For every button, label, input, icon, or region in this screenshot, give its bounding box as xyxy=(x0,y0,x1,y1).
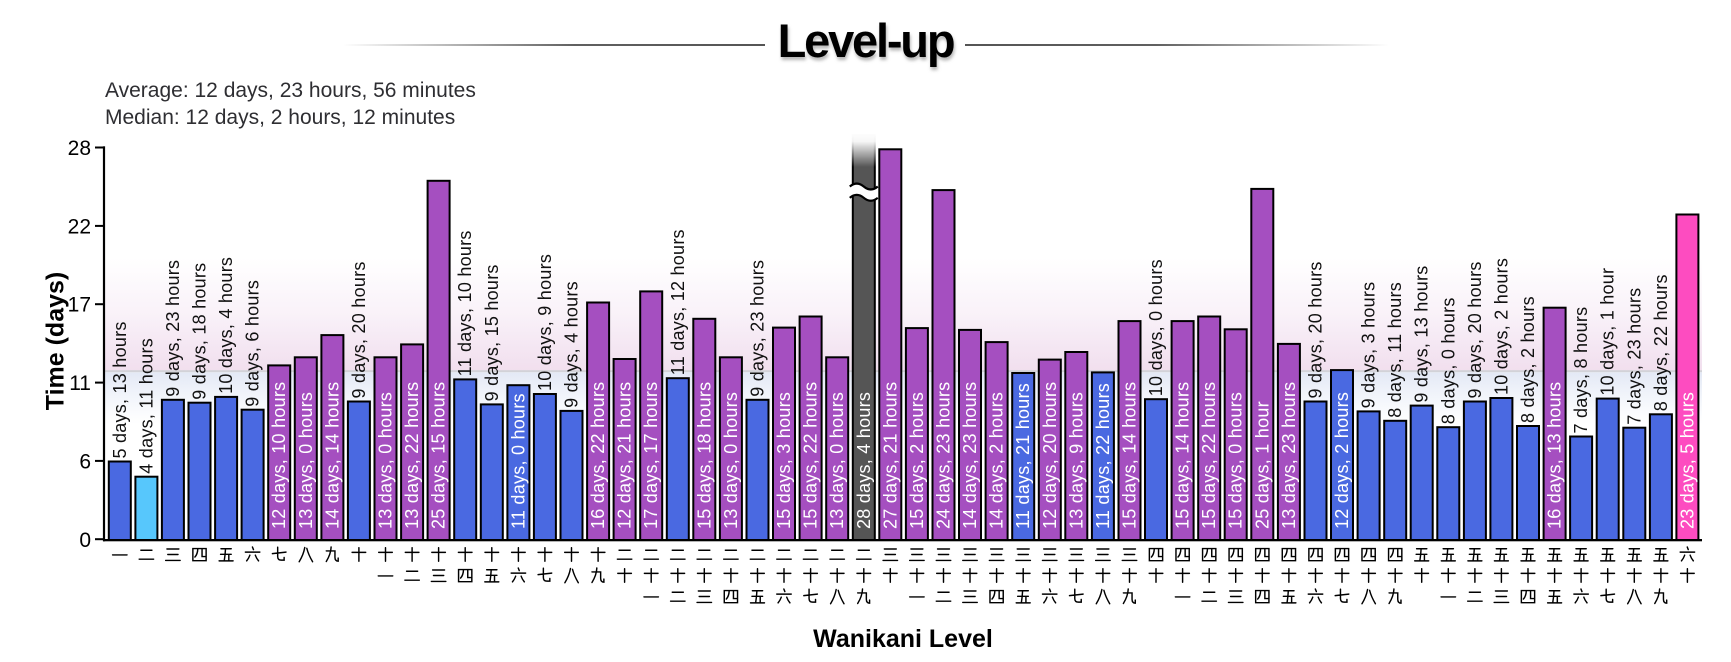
svg-text:12 days, 2 hours: 12 days, 2 hours xyxy=(1332,392,1352,529)
svg-text:12 days, 10 hours: 12 days, 10 hours xyxy=(269,382,289,529)
svg-text:15 days, 0 hours: 15 days, 0 hours xyxy=(1226,392,1246,529)
svg-text:13 days, 0 hours: 13 days, 0 hours xyxy=(296,392,316,529)
svg-text:13 days, 0 hours: 13 days, 0 hours xyxy=(376,392,396,529)
svg-text:9 days, 4 hours: 9 days, 4 hours xyxy=(562,281,582,408)
svg-text:9 days, 3 hours: 9 days, 3 hours xyxy=(1359,282,1379,409)
svg-text:9 days, 23 hours: 9 days, 23 hours xyxy=(748,260,768,397)
svg-text:11 days, 21 hours: 11 days, 21 hours xyxy=(1013,383,1033,529)
svg-text:11 days, 10 hours: 11 days, 10 hours xyxy=(455,230,475,376)
svg-text:12 days, 21 hours: 12 days, 21 hours xyxy=(615,382,635,529)
svg-text:28: 28 xyxy=(68,137,91,160)
svg-text:17: 17 xyxy=(68,294,91,317)
svg-text:13 days, 0 hours: 13 days, 0 hours xyxy=(721,392,741,529)
svg-text:9 days, 13 hours: 9 days, 13 hours xyxy=(1412,266,1432,403)
svg-text:10 days, 9 hours: 10 days, 9 hours xyxy=(535,254,555,391)
svg-text:9 days, 20 hours: 9 days, 20 hours xyxy=(349,261,369,398)
svg-text:10 days, 0 hours: 10 days, 0 hours xyxy=(1146,259,1166,396)
svg-text:15 days, 3 hours: 15 days, 3 hours xyxy=(774,392,794,529)
svg-text:16 days, 13 hours: 16 days, 13 hours xyxy=(1545,382,1565,529)
svg-text:16 days, 22 hours: 16 days, 22 hours xyxy=(588,382,608,529)
svg-text:8 days, 2 hours: 8 days, 2 hours xyxy=(1518,296,1538,423)
svg-text:Wanikani Level: Wanikani Level xyxy=(813,625,993,653)
svg-text:11: 11 xyxy=(69,372,91,395)
svg-text:25 days, 15 hours: 25 days, 15 hours xyxy=(429,382,449,529)
svg-text:15 days, 22 hours: 15 days, 22 hours xyxy=(801,382,821,529)
svg-text:8 days, 11 hours: 8 days, 11 hours xyxy=(1385,282,1405,418)
svg-text:15 days, 22 hours: 15 days, 22 hours xyxy=(1199,382,1219,529)
svg-text:14 days, 2 hours: 14 days, 2 hours xyxy=(987,392,1007,529)
svg-text:12 days, 20 hours: 12 days, 20 hours xyxy=(1040,382,1060,529)
svg-text:27 days, 21 hours: 27 days, 21 hours xyxy=(880,382,900,529)
svg-text:13 days, 9 hours: 13 days, 9 hours xyxy=(1066,392,1086,529)
svg-text:15 days, 14 hours: 15 days, 14 hours xyxy=(1173,382,1193,529)
svg-text:11 days, 22 hours: 11 days, 22 hours xyxy=(1093,383,1113,529)
svg-text:9 days, 20 hours: 9 days, 20 hours xyxy=(1306,261,1326,398)
svg-text:7 days, 23 hours: 7 days, 23 hours xyxy=(1624,288,1644,425)
svg-text:15 days, 14 hours: 15 days, 14 hours xyxy=(1120,382,1140,529)
svg-text:9 days, 18 hours: 9 days, 18 hours xyxy=(190,263,210,400)
svg-text:13 days, 0 hours: 13 days, 0 hours xyxy=(827,392,847,529)
svg-text:10 days, 2 hours: 10 days, 2 hours xyxy=(1491,258,1511,395)
svg-text:9 days, 15 hours: 9 days, 15 hours xyxy=(482,264,502,401)
svg-text:9 days, 20 hours: 9 days, 20 hours xyxy=(1465,261,1485,398)
svg-text:4 days, 11 hours: 4 days, 11 hours xyxy=(136,338,156,474)
svg-text:7 days, 8 hours: 7 days, 8 hours xyxy=(1571,307,1591,434)
svg-text:15 days, 18 hours: 15 days, 18 hours xyxy=(694,382,714,529)
svg-text:9 days, 6 hours: 9 days, 6 hours xyxy=(243,280,263,407)
svg-text:13 days, 23 hours: 13 days, 23 hours xyxy=(1279,382,1299,529)
svg-text:0: 0 xyxy=(79,529,91,552)
svg-text:10 days, 4 hours: 10 days, 4 hours xyxy=(216,257,236,394)
svg-text:5 days, 13 hours: 5 days, 13 hours xyxy=(110,321,130,458)
svg-text:14 days, 14 hours: 14 days, 14 hours xyxy=(322,382,342,529)
svg-text:6: 6 xyxy=(79,450,91,473)
svg-text:13 days, 22 hours: 13 days, 22 hours xyxy=(402,382,422,529)
svg-text:15 days, 2 hours: 15 days, 2 hours xyxy=(907,392,927,529)
svg-text:11 days, 0 hours: 11 days, 0 hours xyxy=(508,393,528,529)
svg-text:14 days, 23 hours: 14 days, 23 hours xyxy=(960,382,980,529)
svg-text:8 days, 0 hours: 8 days, 0 hours xyxy=(1438,297,1458,424)
svg-text:Time (days): Time (days) xyxy=(42,272,70,410)
svg-text:28 days, 4 hours: 28 days, 4 hours xyxy=(854,392,874,529)
svg-text:24 days, 23 hours: 24 days, 23 hours xyxy=(934,382,954,529)
svg-text:8 days, 22 hours: 8 days, 22 hours xyxy=(1651,274,1671,411)
svg-text:9 days, 23 hours: 9 days, 23 hours xyxy=(163,260,183,397)
svg-text:25 days, 1 hour: 25 days, 1 hour xyxy=(1252,401,1272,529)
svg-text:10 days, 1 hour: 10 days, 1 hour xyxy=(1598,268,1618,396)
svg-text:11 days, 12 hours: 11 days, 12 hours xyxy=(668,229,688,375)
svg-text:22: 22 xyxy=(68,215,91,238)
svg-text:17 days, 17 hours: 17 days, 17 hours xyxy=(641,382,661,529)
svg-text:23 days, 5 hours: 23 days, 5 hours xyxy=(1677,392,1697,529)
